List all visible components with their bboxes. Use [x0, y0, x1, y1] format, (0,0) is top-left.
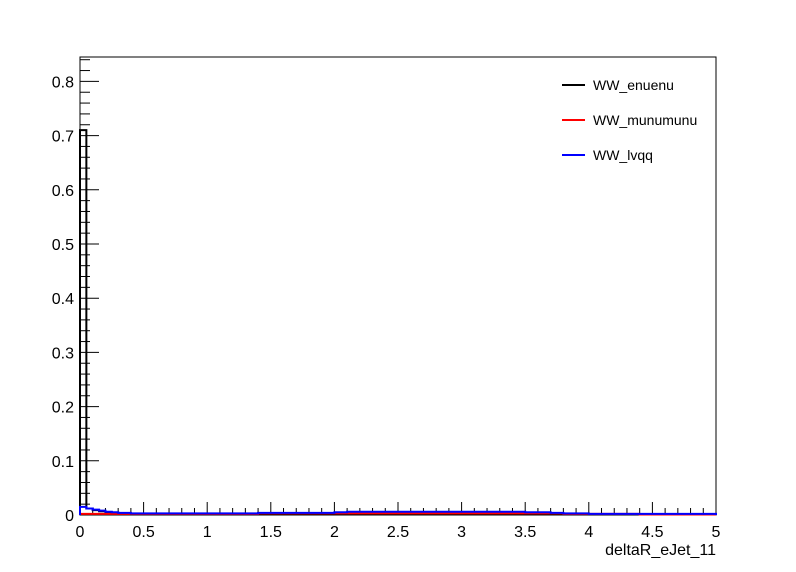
legend-label: WW_lvqq [593, 147, 653, 163]
y-tick-label: 0 [65, 508, 74, 525]
x-tick-label: 4.5 [641, 524, 663, 541]
y-tick-label: 0.1 [52, 454, 74, 471]
y-axis-ticks: 0 0.1 0.2 0.3 0.4 0.5 0.6 0.7 0.8 [52, 59, 99, 525]
series-line-WW_lvqq [79, 505, 717, 515]
y-tick-label: 0.7 [52, 129, 74, 146]
y-tick-label: 0.5 [52, 237, 74, 254]
x-tick-label: 1 [203, 524, 212, 541]
x-tick-label: 5 [712, 524, 721, 541]
x-axis-title: deltaR_eJet_11 [605, 542, 716, 559]
legend-label: WW_enuenu [593, 77, 674, 93]
x-tick-label: 0.5 [132, 524, 154, 541]
x-tick-label: 1.5 [260, 524, 282, 541]
x-tick-label: 0 [76, 524, 85, 541]
x-axis-ticks: 0 0.5 1 1.5 2 2.5 3 3.5 4 4.5 5 [76, 502, 721, 541]
legend: WW_enuenu WW_munumunu WW_lvqq [562, 77, 697, 163]
x-tick-label: 3.5 [514, 524, 536, 541]
y-tick-label: 0.6 [52, 183, 74, 200]
series-layer [79, 129, 717, 516]
y-tick-label: 0.3 [52, 345, 74, 362]
y-tick-label: 0.4 [52, 291, 74, 308]
x-tick-label: 2.5 [387, 524, 409, 541]
y-tick-label: 0.8 [52, 74, 74, 91]
series-line-WW_enuenu [79, 129, 717, 516]
legend-label: WW_munumunu [593, 112, 697, 128]
x-tick-label: 4 [584, 524, 593, 541]
x-tick-label: 3 [457, 524, 466, 541]
y-tick-label: 0.2 [52, 400, 74, 417]
x-tick-label: 2 [330, 524, 339, 541]
